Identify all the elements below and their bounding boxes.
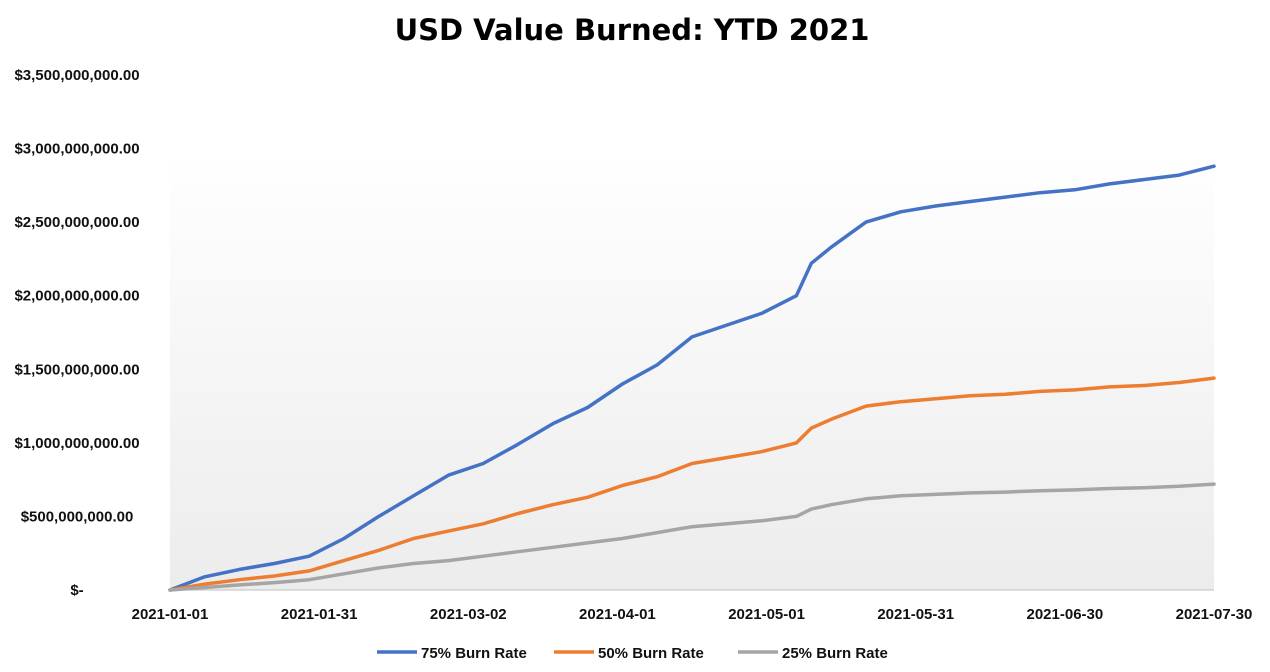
series-lines: [168, 164, 1216, 592]
x-tick-label: 2021-07-30: [1176, 606, 1253, 623]
series-line-50-burn-rate: [168, 376, 1216, 592]
y-tick-label: $2,000,000,000.00: [14, 288, 139, 305]
x-tick-label: 2021-05-01: [728, 606, 805, 623]
y-tick-label: $1,000,000,000.00: [14, 435, 139, 452]
x-tick-label: 2021-01-31: [281, 606, 358, 623]
x-axis-ticks: 2021-01-01 2021-01-31 2021-03-02 2021-04-01…: [132, 589, 1253, 623]
x-tick-label: 2021-01-01: [132, 606, 209, 623]
y-tick-label: $3,500,000,000.00: [14, 67, 139, 84]
x-tick-label: 2021-03-02: [430, 606, 507, 623]
x-tick-label: 2021-05-31: [877, 606, 954, 623]
series-line-25-burn-rate: [168, 482, 1216, 592]
chart-title: USD Value Burned: YTD 2021: [395, 13, 870, 47]
legend-label: 50% Burn Rate: [598, 645, 704, 662]
x-tick-label: 2021-04-01: [579, 606, 656, 623]
legend-label: 25% Burn Rate: [782, 645, 888, 662]
y-tick-label: $-: [70, 582, 83, 599]
y-tick-label: $1,500,000,000.00: [14, 361, 139, 378]
plot-area: [170, 150, 1214, 590]
x-tick-label: 2021-06-30: [1026, 606, 1103, 623]
series-line-75-burn-rate: [168, 164, 1216, 592]
y-tick-label: $3,000,000,000.00: [14, 141, 139, 158]
y-axis-ticks: $- $500,000,000.00 $1,000,000,000.00 $1,500…: [14, 67, 139, 599]
y-tick-label: $500,000,000.00: [21, 508, 134, 525]
legend: 75% Burn Rate 50% Burn Rate 25% Burn Rate: [377, 645, 888, 662]
y-tick-label: $2,500,000,000.00: [14, 214, 139, 231]
legend-label: 75% Burn Rate: [421, 645, 527, 662]
